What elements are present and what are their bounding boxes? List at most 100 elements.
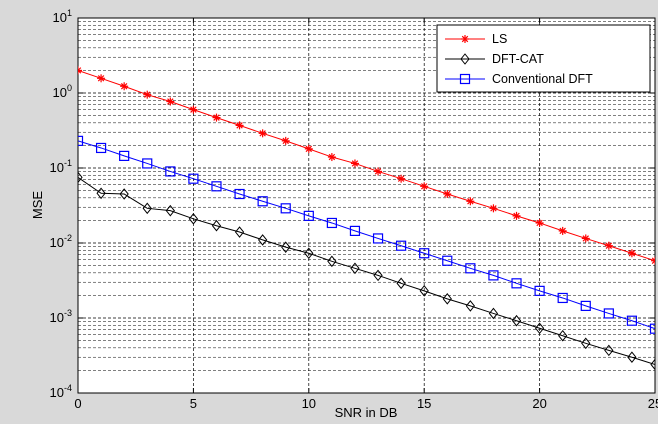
y-tick-label: 100 — [53, 83, 72, 100]
y-tick-base: 10 — [50, 160, 64, 175]
star-marker — [235, 121, 244, 130]
star-marker — [120, 82, 129, 91]
diamond-marker — [119, 188, 129, 200]
diamond-marker — [257, 234, 268, 246]
square-marker — [372, 233, 384, 244]
star-marker — [466, 197, 475, 206]
star-marker — [443, 190, 452, 199]
square-marker — [557, 292, 568, 304]
square-marker — [396, 240, 407, 251]
legend: LS DFT-CAT Conventional DFT — [436, 24, 651, 93]
square-marker — [211, 181, 222, 192]
square-marker — [649, 323, 655, 334]
star-marker — [651, 256, 655, 265]
y-tick-base: 10 — [53, 10, 67, 25]
star-marker — [78, 66, 82, 75]
series-dft-cat — [78, 171, 655, 371]
y-tick-base: 10 — [53, 85, 67, 100]
y-axis-label: MSE — [30, 191, 45, 220]
legend-item: Conventional DFT — [445, 72, 593, 86]
diamond-marker — [96, 187, 106, 200]
diamond-marker — [465, 300, 476, 312]
diamond-marker — [488, 307, 499, 320]
star-marker-stroke — [605, 242, 613, 249]
star-marker — [258, 129, 267, 138]
diamond-marker — [327, 255, 337, 268]
series-layer — [78, 66, 655, 371]
x-tick-label: 10 — [302, 396, 316, 411]
diamond-marker — [460, 53, 470, 65]
diamond-marker — [281, 241, 291, 253]
diamond-marker — [165, 204, 175, 217]
star-marker-stroke — [628, 250, 636, 257]
y-tick-base: 10 — [50, 385, 64, 400]
star-marker-stroke — [167, 98, 174, 105]
series-line — [78, 176, 655, 365]
x-tick-label: 25 — [648, 396, 658, 411]
star-marker — [281, 136, 290, 145]
square-marker — [488, 270, 499, 281]
star-marker — [558, 226, 567, 235]
star-marker-stroke — [78, 67, 82, 72]
grid-lines — [78, 18, 655, 393]
series-line — [78, 140, 655, 330]
y-tick-exponent: -1 — [64, 158, 72, 168]
diamond-marker — [142, 202, 152, 215]
star-marker-stroke — [374, 168, 382, 175]
star-marker-stroke — [78, 69, 82, 74]
y-tick-exponent: -2 — [64, 233, 72, 243]
y-tick-exponent: 1 — [67, 8, 72, 18]
legend-item: LS — [445, 32, 507, 46]
diamond-marker — [581, 337, 591, 350]
square-marker — [442, 255, 453, 266]
diamond-marker — [604, 344, 614, 357]
star-marker — [604, 241, 613, 250]
star-marker-stroke — [420, 183, 428, 190]
square-marker — [580, 300, 591, 311]
square-marker — [188, 173, 199, 184]
star-marker — [166, 97, 175, 106]
y-tick-exponent: -3 — [64, 308, 72, 318]
star-marker-stroke — [559, 227, 566, 235]
star-marker-stroke — [351, 160, 359, 167]
square-marker — [280, 203, 291, 214]
star-marker-stroke — [536, 219, 543, 227]
y-tick-label: 10-2 — [50, 233, 72, 250]
star-marker — [97, 74, 106, 83]
square-marker — [257, 196, 268, 207]
y-tick-exponent: -4 — [64, 383, 72, 393]
diamond-marker — [373, 269, 383, 282]
diamond-marker — [650, 358, 655, 371]
star-marker — [143, 90, 152, 99]
y-tick-label: 10-3 — [50, 308, 72, 325]
square-marker — [419, 248, 430, 259]
square-marker — [603, 308, 614, 319]
y-tick-label: 101 — [53, 8, 72, 25]
square-marker — [78, 135, 84, 146]
star-marker — [627, 249, 636, 258]
square-marker — [303, 210, 314, 221]
diamond-marker — [442, 293, 452, 305]
square-marker — [234, 188, 245, 200]
star-marker — [350, 159, 359, 168]
star-marker — [397, 174, 406, 183]
star-marker — [535, 218, 544, 227]
star-marker-stroke — [259, 130, 266, 137]
star-marker — [304, 144, 313, 153]
diamond-marker — [511, 314, 522, 327]
y-tick-base: 10 — [50, 310, 64, 325]
x-tick-label: 0 — [74, 396, 81, 411]
square-marker — [142, 158, 153, 169]
diamond-marker — [188, 213, 199, 225]
star-marker-stroke — [305, 145, 313, 153]
star-marker-stroke — [461, 35, 469, 43]
diamond-marker — [419, 285, 429, 297]
star-marker — [512, 211, 521, 220]
square-marker — [626, 315, 638, 326]
star-marker-stroke — [490, 205, 497, 212]
legend-item: DFT-CAT — [445, 52, 544, 66]
y-tick-base: 10 — [50, 235, 64, 250]
star-marker-stroke — [651, 257, 655, 262]
